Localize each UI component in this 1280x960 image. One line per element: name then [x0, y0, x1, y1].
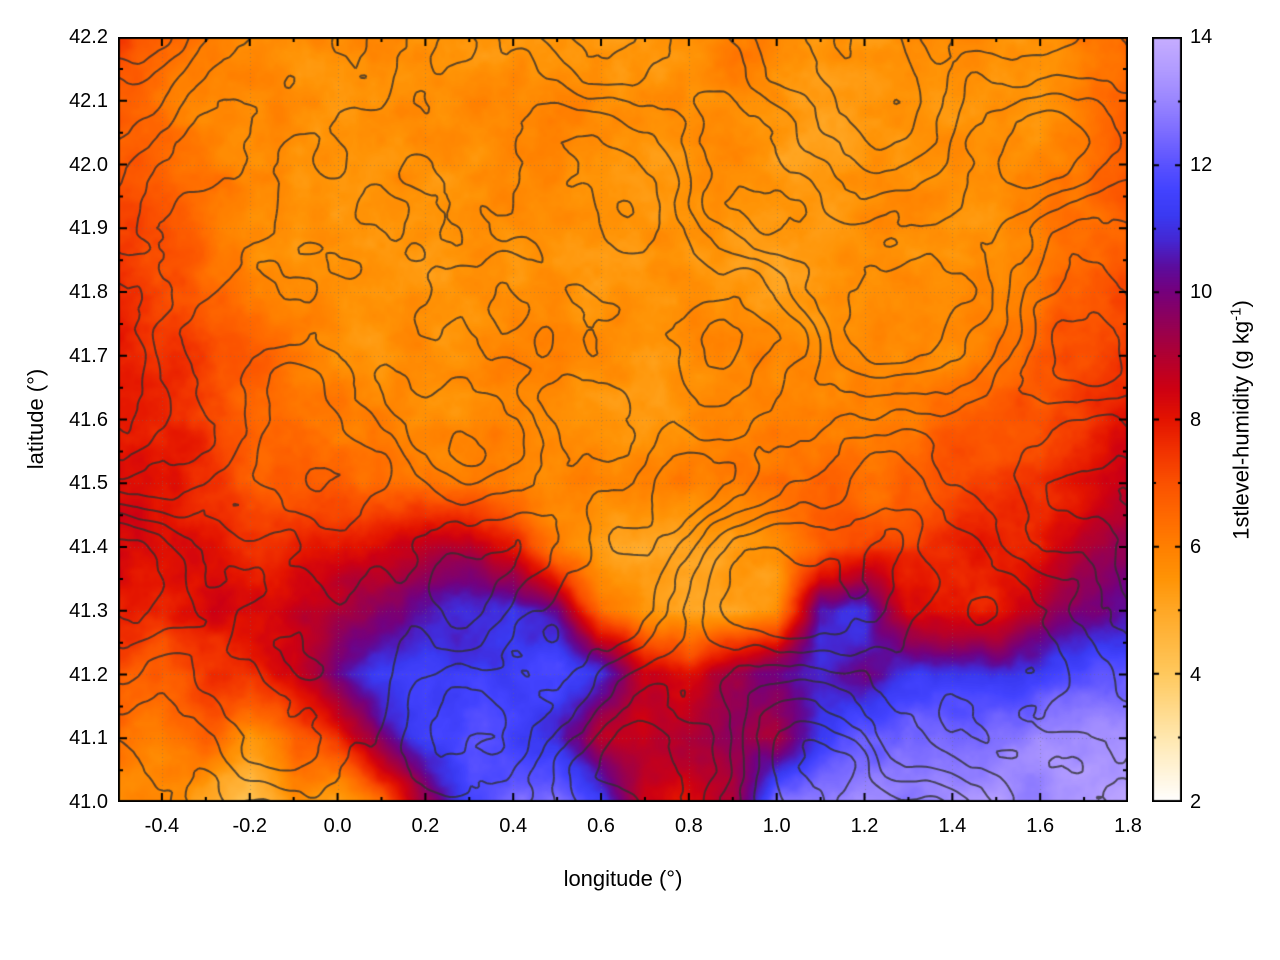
x-tick-label: -0.2 [232, 815, 267, 837]
colorbar-label-close: ) [1228, 300, 1254, 308]
colorbar-label: 1stlevel-humidity (g kg-1) [1227, 300, 1254, 540]
y-tick-label: 41.1 [69, 727, 108, 750]
x-tick-label: 1.4 [938, 815, 967, 837]
colorbar [1152, 37, 1182, 802]
colorbar-tick-label: 2 [1190, 791, 1202, 813]
y-tick-label: 41.3 [69, 599, 108, 622]
y-tick-label: 41.7 [69, 344, 108, 367]
y-tick-label: 41.5 [69, 472, 108, 495]
x-tick-label: 0.6 [587, 815, 615, 837]
x-tick-label: 1.6 [1026, 815, 1055, 837]
x-axis-label: longitude (°) [563, 866, 683, 891]
y-tick-label: 41.4 [69, 536, 108, 558]
colorbar-tick-label: 10 [1190, 281, 1213, 303]
x-tick-label: 0.4 [499, 815, 528, 837]
x-tick-label: 0.8 [674, 815, 703, 837]
y-tick-label: 41.0 [69, 791, 108, 813]
x-tick-label: 1.2 [850, 815, 879, 837]
y-tick-label: 41.8 [69, 281, 108, 303]
x-tick-label: 0.0 [323, 815, 352, 837]
y-tick-label: 42.1 [69, 89, 108, 112]
x-tick-label: 1.0 [762, 815, 791, 837]
colorbar-tick-label: 12 [1190, 153, 1213, 176]
y-axis-label: latitude (°) [23, 368, 48, 470]
y-tick-label: 42.2 [69, 26, 108, 48]
x-tick-label: 1.8 [1114, 815, 1142, 837]
y-tick-label: 41.6 [69, 408, 108, 431]
colorbar-tick-label: 8 [1190, 408, 1202, 431]
y-tick-label: 41.9 [69, 217, 108, 240]
x-tick-label: -0.4 [144, 815, 180, 837]
colorbar-label-text: 1stlevel-humidity (g kg [1228, 320, 1254, 540]
colorbar-label-exponent: -1 [1227, 307, 1245, 321]
colorbar-tick-label: 4 [1190, 663, 1202, 686]
y-tick-label: 42.0 [69, 153, 108, 176]
y-tick-label: 41.2 [69, 663, 108, 686]
colorbar-tick-label: 14 [1190, 26, 1213, 48]
heatmap-canvas [118, 37, 1128, 802]
colorbar-tick-label: 6 [1190, 536, 1202, 558]
x-tick-label: 0.2 [411, 815, 440, 837]
